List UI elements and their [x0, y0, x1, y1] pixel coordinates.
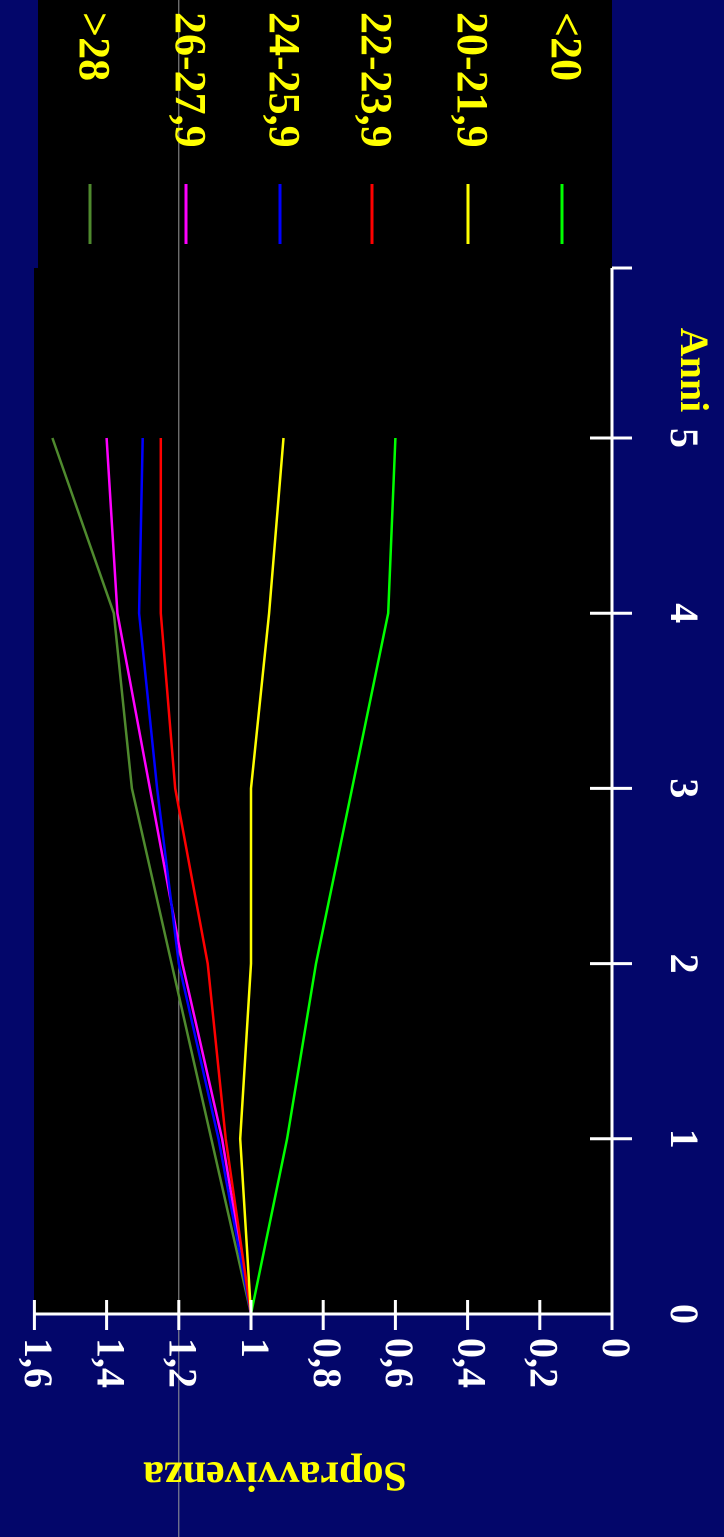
- series-line-3: [159, 438, 253, 1315]
- series-line-4: [238, 437, 285, 1315]
- series-line-5: [249, 437, 397, 1315]
- y-tick-label-5: 1: [233, 1338, 278, 1358]
- chart-marks: [51, 0, 397, 1537]
- legend-label-1: 26-27,9: [166, 12, 215, 148]
- legend-label-0: >28: [70, 12, 119, 81]
- legend-label-2: 24-25,9: [260, 12, 309, 148]
- y-tick-label-6: 1,2: [161, 1338, 206, 1388]
- y-tick-label-7: 1,4: [88, 1338, 133, 1388]
- x-tick-label-3: 3: [662, 778, 707, 798]
- y-tick-label-8: 1,6: [16, 1338, 61, 1388]
- y-tick-label-4: 0,8: [305, 1338, 350, 1388]
- chart-legend: >28 26-27,9 24-25,9 22-23,9 20-21,9 <20: [70, 12, 591, 244]
- legend-label-3: 22-23,9: [352, 12, 401, 148]
- x-axis-title: Anni: [672, 328, 717, 413]
- x-tick-label-2: 2: [662, 954, 707, 974]
- legend-label-5: <20: [542, 12, 591, 81]
- x-tick-label-5: 5: [662, 428, 707, 448]
- y-tick-label-0: 0: [594, 1338, 639, 1358]
- x-tick-label-1: 1: [662, 1129, 707, 1149]
- y-tick-label-2: 0,4: [449, 1338, 494, 1388]
- legend-panel: [38, 0, 612, 268]
- y-tick-label-1: 0,2: [522, 1338, 567, 1388]
- series-line-1: [105, 437, 253, 1315]
- series-line-0: [51, 437, 253, 1315]
- x-tick-label-4: 4: [662, 603, 707, 623]
- y-tick-label-3: 0,6: [377, 1338, 422, 1388]
- chart-axes: 0 1 2 3 4 5 0 0,2 0,4 0,6 0,8 1 1,2 1,4 1,6 Anni Sopravv…: [16, 266, 717, 1498]
- y-axis-title: Sopravvivenza: [143, 1452, 407, 1498]
- series-line-2: [137, 437, 253, 1315]
- x-tick-label-0: 0: [662, 1304, 707, 1324]
- plot-area: [34, 268, 612, 1314]
- legend-label-4: 20-21,9: [448, 12, 497, 148]
